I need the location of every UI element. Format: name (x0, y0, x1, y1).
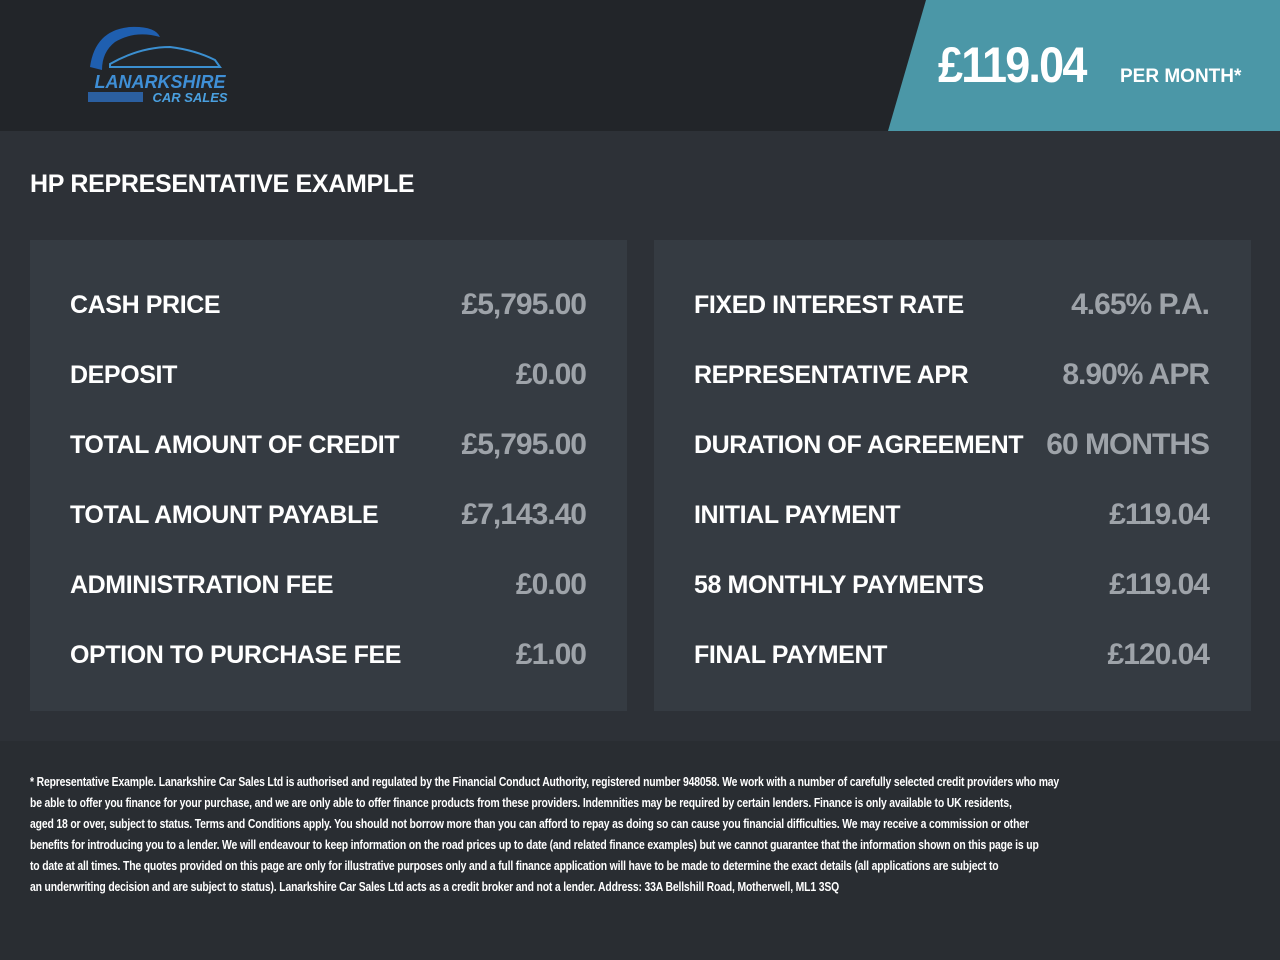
finance-row: 58 MONTHLY PAYMENTS £119.04 (694, 550, 1210, 620)
finance-row: REPRESENTATIVE APR 8.90% APR (694, 340, 1210, 410)
finance-panel-right: FIXED INTEREST RATE 4.65% P.A. REPRESENTAT… (654, 240, 1251, 711)
finance-row: TOTAL AMOUNT OF CREDIT £5,795.00 (70, 410, 587, 480)
finance-label: OPTION TO PURCHASE FEE (70, 640, 402, 669)
finance-value: 60 MONTHS (1046, 428, 1210, 461)
finance-panel-left: CASH PRICE £5,795.00 DEPOSIT £0.00 TOTAL AMO… (30, 240, 627, 711)
finance-value: 4.65% P.A. (1071, 288, 1210, 321)
finance-row: CASH PRICE £5,795.00 (70, 270, 587, 340)
finance-row: ADMINISTRATION FEE £0.00 (70, 550, 587, 620)
page-title: HP REPRESENTATIVE EXAMPLE (30, 170, 415, 198)
finance-label: TOTAL AMOUNT OF CREDIT (70, 430, 400, 459)
disclaimer-line: benefits for introducing you to a lender… (30, 837, 1039, 852)
disclaimer-line: an underwriting decision and are subject… (30, 879, 840, 894)
finance-label: DEPOSIT (70, 360, 177, 389)
svg-text:CAR SALES: CAR SALES (152, 90, 227, 105)
finance-value: 8.90% APR (1062, 358, 1210, 391)
finance-value: £0.00 (515, 358, 587, 391)
finance-value: £119.04 (1109, 498, 1210, 531)
disclaimer-line: aged 18 or over, subject to status. Term… (30, 816, 1029, 831)
per-month-label: PER MONTH* (1120, 66, 1242, 87)
finance-row: TOTAL AMOUNT PAYABLE £7,143.40 (70, 480, 587, 550)
finance-row: FIXED INTEREST RATE 4.65% P.A. (694, 270, 1210, 340)
disclaimer: * Representative Example. Lanarkshire Ca… (0, 741, 1280, 960)
finance-value: £119.04 (1109, 568, 1210, 601)
finance-label: 58 MONTHLY PAYMENTS (694, 570, 984, 599)
finance-label: CASH PRICE (70, 290, 221, 319)
monthly-price-banner: £119.04 PER MONTH* (888, 0, 1280, 131)
finance-value: £120.04 (1107, 638, 1210, 671)
disclaimer-line: to date at all times. The quotes provide… (30, 858, 999, 873)
finance-row: DURATION OF AGREEMENT 60 MONTHS (694, 410, 1210, 480)
disclaimer-line: be able to offer you finance for your pu… (30, 795, 1012, 810)
finance-row: OPTION TO PURCHASE FEE £1.00 (70, 620, 587, 690)
monthly-price: £119.04 (938, 37, 1087, 93)
company-logo: LANARKSHIRE CAR SALES (88, 26, 228, 105)
header: LANARKSHIRE CAR SALES £119.04 PER MONTH* (0, 0, 1280, 131)
finance-label: FIXED INTEREST RATE (694, 290, 964, 319)
finance-label: INITIAL PAYMENT (694, 500, 901, 529)
finance-row: INITIAL PAYMENT £119.04 (694, 480, 1210, 550)
finance-value: £1.00 (515, 638, 587, 671)
finance-label: REPRESENTATIVE APR (694, 360, 969, 389)
finance-value: £0.00 (515, 568, 587, 601)
svg-text:LANARKSHIRE: LANARKSHIRE (94, 72, 226, 92)
disclaimer-line: * Representative Example. Lanarkshire Ca… (30, 774, 1060, 789)
finance-value: £5,795.00 (461, 288, 587, 321)
finance-value: £7,143.40 (461, 498, 587, 531)
finance-value: £5,795.00 (461, 428, 587, 461)
finance-label: FINAL PAYMENT (694, 640, 887, 669)
finance-label: ADMINISTRATION FEE (70, 570, 334, 599)
finance-label: TOTAL AMOUNT PAYABLE (70, 500, 379, 529)
finance-row: FINAL PAYMENT £120.04 (694, 620, 1210, 690)
finance-label: DURATION OF AGREEMENT (694, 430, 1024, 459)
finance-row: DEPOSIT £0.00 (70, 340, 587, 410)
